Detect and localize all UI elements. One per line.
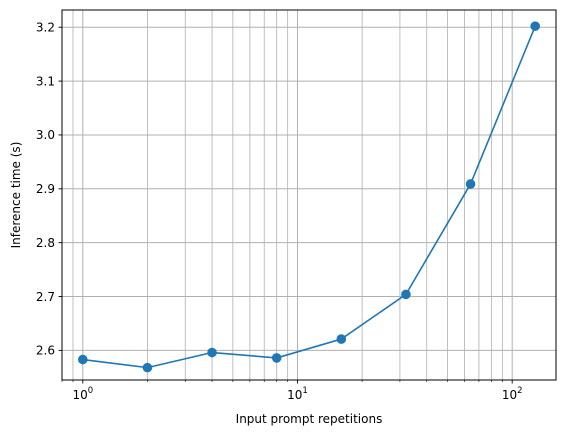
x-tick-base: 10 [72, 388, 87, 402]
data-point [530, 21, 540, 31]
x-tick-exponent: 2 [517, 386, 522, 396]
grid-lines [61, 10, 556, 380]
data-point [465, 179, 476, 189]
x-tick-base: 10 [287, 388, 302, 402]
y-tick-label: 3.1 [36, 74, 55, 88]
y-tick-label: 3.2 [36, 21, 55, 35]
axes-frame [61, 9, 557, 381]
tick-marks [58, 26, 513, 384]
x-axis-label: Input prompt repetitions [236, 412, 383, 426]
y-axis-label: Inference time (s) [9, 142, 23, 249]
y-tick-label: 2.8 [36, 236, 55, 250]
x-tick-labels: 100 101 102 [72, 386, 522, 402]
y-tick-labels: 2.6 2.7 2.8 2.9 3.0 3.1 3.2 [36, 21, 55, 358]
series-layer [78, 21, 540, 373]
y-tick-label: 3.0 [36, 128, 55, 142]
x-tick-label: 100 [72, 386, 93, 402]
data-point [142, 362, 153, 373]
data-point [271, 353, 282, 363]
data-point [207, 347, 217, 358]
x-tick-label: 101 [287, 386, 308, 402]
data-point [336, 334, 347, 344]
x-tick-exponent: 0 [88, 386, 93, 396]
series-line [82, 25, 536, 369]
data-point [401, 289, 411, 300]
y-tick-label: 2.6 [36, 344, 55, 358]
y-tick-label: 2.9 [36, 182, 55, 196]
x-tick-label: 102 [502, 386, 523, 402]
y-tick-label: 2.7 [36, 290, 55, 304]
x-tick-base: 10 [502, 388, 517, 402]
data-point [78, 354, 88, 365]
x-tick-exponent: 1 [302, 386, 307, 396]
